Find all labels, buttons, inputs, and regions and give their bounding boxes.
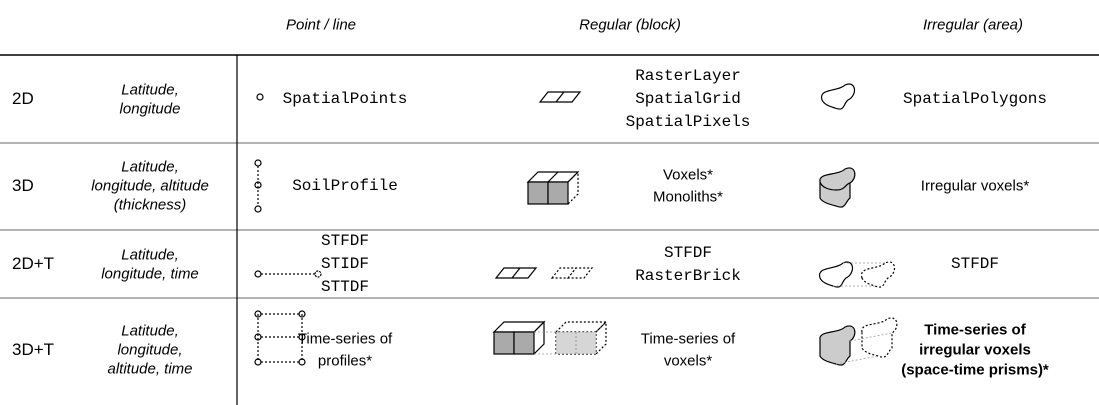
- class-name: (space-time prisms)*: [901, 361, 1049, 379]
- description: longitude: [119, 100, 181, 117]
- class-name: STTDF: [320, 278, 370, 296]
- class-name: RasterLayer: [635, 67, 741, 85]
- description: Latitude,: [121, 81, 179, 98]
- class-name: STFDF: [320, 232, 370, 250]
- class-name: STFDF: [950, 255, 1000, 273]
- class-name: Monoliths*: [652, 188, 724, 206]
- class-name: irregular voxels: [919, 341, 1031, 359]
- description: Latitude,: [121, 322, 179, 340]
- class-name: voxels*: [663, 352, 713, 370]
- column-header: Point / line: [285, 16, 357, 34]
- description: longitude,: [117, 341, 183, 359]
- description: (thickness): [113, 196, 187, 214]
- class-name: SoilProfile: [292, 177, 398, 195]
- column-header: Regular (block): [579, 16, 681, 34]
- class-name: profiles*: [317, 352, 373, 370]
- class-name: SpatialPixels: [625, 113, 751, 131]
- dimension: 3D+T: [12, 340, 55, 359]
- class-name: STIDF: [320, 255, 370, 273]
- class-name: Voxels*: [662, 166, 714, 184]
- column-header: Irregular (area): [922, 16, 1024, 34]
- dimension: 2D: [12, 89, 34, 108]
- description: longitude, time: [101, 265, 199, 282]
- description: Latitude,: [121, 246, 179, 263]
- description: longitude, altitude: [91, 177, 209, 195]
- class-name: Time-series of: [924, 321, 1026, 339]
- class-name: STFDF: [663, 243, 713, 262]
- description: altitude, time: [107, 360, 193, 378]
- class-name: SpatialPolygons: [902, 90, 1048, 108]
- description: Latitude,: [121, 158, 179, 176]
- dimension: 3D: [12, 176, 34, 195]
- class-name: Irregular voxels*: [920, 177, 1030, 195]
- class-name: SpatialGrid: [635, 90, 741, 108]
- class-name: Time-series of: [640, 330, 736, 348]
- class-name: Time-series of: [297, 330, 393, 348]
- dimension: 2D+T: [12, 254, 55, 273]
- class-name: SpatialPoints: [282, 90, 408, 108]
- class-name: RasterBrick: [635, 266, 741, 285]
